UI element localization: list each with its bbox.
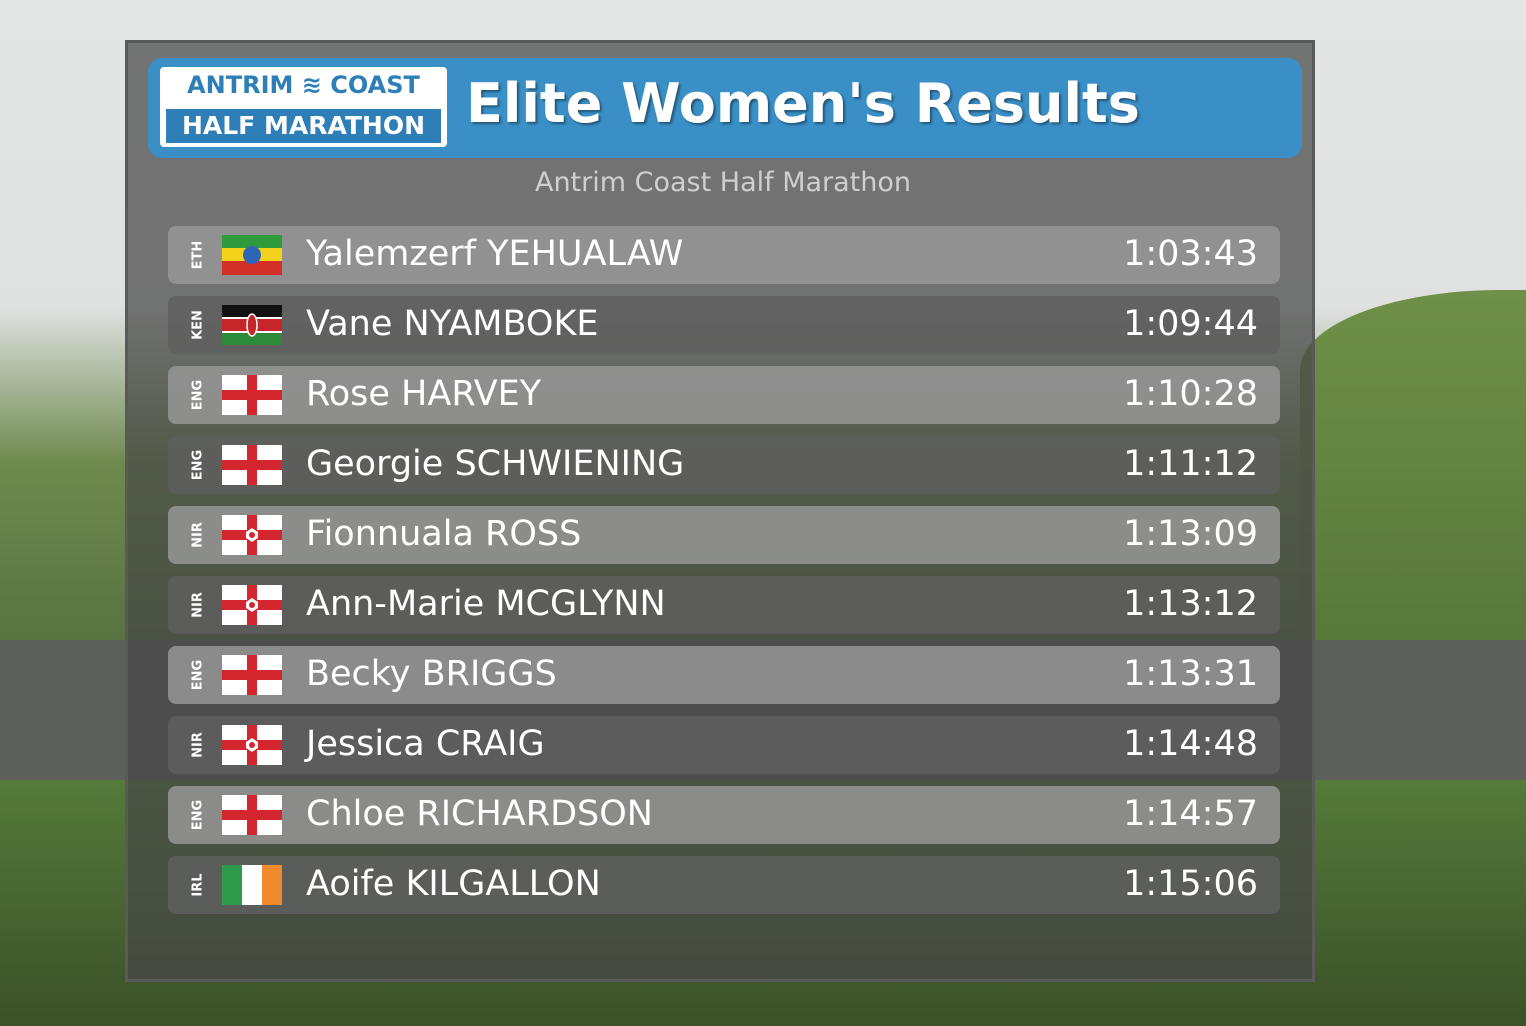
finish-time: 1:13:09 — [1123, 514, 1258, 554]
result-row: ENG Rose HARVEY 1:10:28 — [168, 366, 1280, 424]
result-row: NIR Fionnuala ROSS 1:13:09 — [168, 506, 1280, 564]
athlete-name: Yalemzerf YEHUALAW — [306, 234, 684, 274]
athlete-name: Jessica CRAIG — [306, 724, 545, 764]
country-code: NIR — [190, 592, 206, 618]
flag — [222, 445, 282, 485]
finish-time: 1:13:12 — [1123, 584, 1258, 624]
logo: ANTRIM ≋ COAST HALF MARATHON — [160, 67, 447, 147]
country-code: NIR — [190, 732, 206, 758]
result-row: ENG Becky BRIGGS 1:13:31 — [168, 646, 1280, 704]
subtitle: Antrim Coast Half Marathon — [534, 167, 912, 198]
result-row: IRL Aoife KILGALLON 1:15:06 — [168, 856, 1280, 914]
title: Elite Women's Results — [466, 72, 1140, 135]
country-code: ENG — [190, 659, 206, 691]
results-panel: ANTRIM ≋ COAST HALF MARATHON Elite Women… — [125, 40, 1315, 982]
athlete-name: Aoife KILGALLON — [306, 864, 601, 904]
header: ANTRIM ≋ COAST HALF MARATHON Elite Women… — [148, 58, 1302, 158]
result-row: ENG Chloe RICHARDSON 1:14:57 — [168, 786, 1280, 844]
result-row: NIR Ann-Marie MCGLYNN 1:13:12 — [168, 576, 1280, 634]
logo-line1: ANTRIM ≋ COAST — [187, 71, 420, 99]
athlete-name: Becky BRIGGS — [306, 654, 557, 694]
flag — [222, 655, 282, 695]
flag — [222, 865, 282, 905]
country-code: IRL — [190, 873, 206, 897]
flag — [222, 585, 282, 625]
logo-text: COAST — [330, 71, 420, 99]
flag — [222, 235, 282, 275]
finish-time: 1:11:12 — [1123, 444, 1258, 484]
country-code: ETH — [190, 240, 206, 270]
result-row: NIR Jessica CRAIG 1:14:48 — [168, 716, 1280, 774]
athlete-name: Chloe RICHARDSON — [306, 794, 653, 834]
result-row: KEN Vane NYAMBOKE 1:09:44 — [168, 296, 1280, 354]
finish-time: 1:15:06 — [1123, 864, 1258, 904]
flag — [222, 375, 282, 415]
country-code: NIR — [190, 522, 206, 548]
country-code: ENG — [190, 379, 206, 411]
logo-text: ANTRIM — [187, 71, 294, 99]
logo-line2: HALF MARATHON — [166, 109, 441, 143]
athlete-name: Vane NYAMBOKE — [306, 304, 599, 344]
finish-time: 1:14:57 — [1123, 794, 1258, 834]
finish-time: 1:03:43 — [1123, 234, 1258, 274]
country-code: ENG — [190, 449, 206, 481]
flag — [222, 795, 282, 835]
finish-time: 1:14:48 — [1123, 724, 1258, 764]
athlete-name: Ann-Marie MCGLYNN — [306, 584, 666, 624]
flag — [222, 305, 282, 345]
athlete-name: Georgie SCHWIENING — [306, 444, 685, 484]
finish-time: 1:13:31 — [1123, 654, 1258, 694]
athlete-name: Rose HARVEY — [306, 374, 542, 414]
result-row: ENG Georgie SCHWIENING 1:11:12 — [168, 436, 1280, 494]
result-row: ETH Yalemzerf YEHUALAW 1:03:43 — [168, 226, 1280, 284]
athlete-name: Fionnuala ROSS — [306, 514, 582, 554]
country-code: KEN — [190, 310, 206, 340]
flag — [222, 725, 282, 765]
finish-time: 1:09:44 — [1123, 304, 1258, 344]
finish-time: 1:10:28 — [1123, 374, 1258, 414]
flag — [222, 515, 282, 555]
country-code: ENG — [190, 799, 206, 831]
